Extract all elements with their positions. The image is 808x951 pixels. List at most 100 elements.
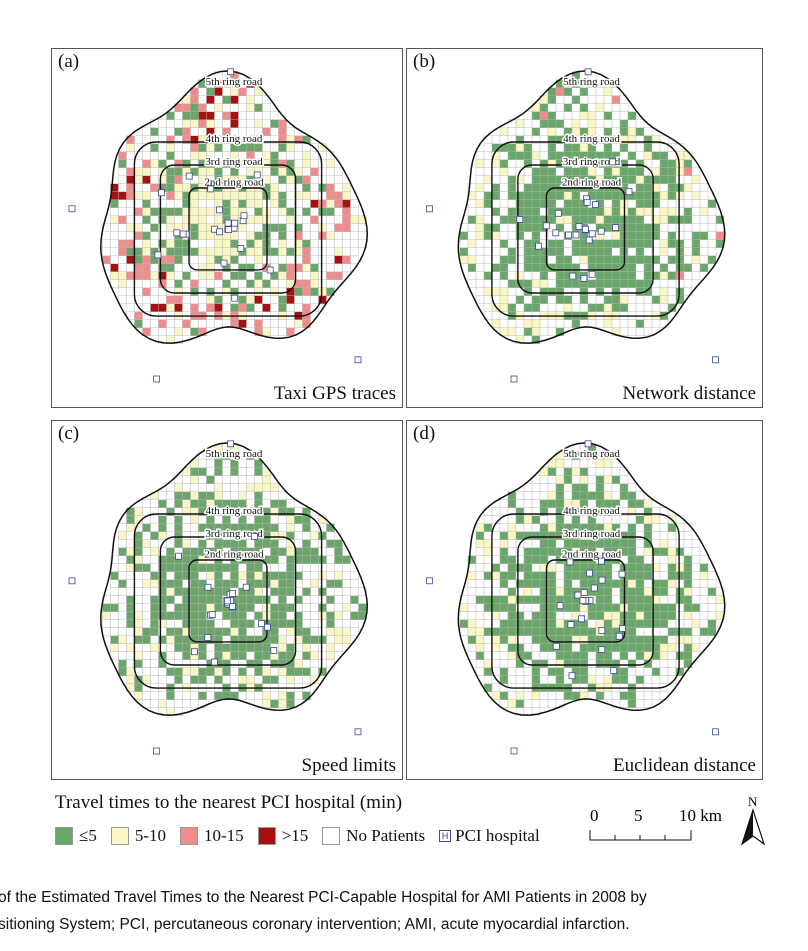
pci-hospital-icon <box>216 206 223 214</box>
ring-road-2nd <box>188 187 268 271</box>
pci-hospital-icon <box>598 626 606 634</box>
map-c: 5th ring road 4th ring road 3rd ring road 2… <box>68 440 369 755</box>
pci-hospital-icon <box>610 667 618 675</box>
ring-label: 3rd ring road <box>205 156 263 168</box>
map-b: 5th ring road 4th ring road 3rd ring road 2… <box>426 68 726 383</box>
ring-label: 3rd ring road <box>563 528 621 540</box>
pci-hospital-icon <box>585 236 593 244</box>
pci-hospital-icon <box>580 589 588 597</box>
pci-hospital-icon <box>153 375 160 383</box>
pci-hospital-icon <box>227 68 235 76</box>
pci-hospital-icon <box>572 231 580 239</box>
pci-hospital-icon <box>552 229 560 237</box>
grid-cells <box>102 71 367 344</box>
north-arrow-icon: N <box>740 794 766 846</box>
ring-label: 4th ring road <box>206 133 263 145</box>
ring-road-5th <box>457 442 726 716</box>
scale-tick-5: 5 <box>634 806 643 825</box>
pci-hospital-icon <box>190 648 198 656</box>
map-panel-b: 5th ring road 4th ring road 3rd ring road 2… <box>406 48 763 408</box>
pci-hospital-icon <box>253 171 261 179</box>
ring-label: 4th ring road <box>206 505 263 517</box>
pci-hospital-icon <box>237 245 245 252</box>
pci-hospital-icon <box>224 219 232 227</box>
pci-hospital-icon <box>618 570 626 578</box>
pci-hospital-icon <box>712 728 719 736</box>
pci-hospital-icon <box>598 576 606 584</box>
pci-hospital-icon <box>173 229 181 237</box>
north-label: N <box>748 794 758 809</box>
panel-title-d: Euclidean distance <box>613 755 756 776</box>
ring-road-3rd <box>517 164 654 294</box>
scale-tick-10: 10 km <box>679 806 722 825</box>
ring-road-4th <box>491 141 680 317</box>
panel-title-a: Taxi GPS traces <box>273 383 396 404</box>
pci-hospital-icon <box>552 642 560 650</box>
pci-hospital-icon <box>588 270 596 278</box>
pci-hospital-icon <box>565 231 573 239</box>
pci-hospital-icon <box>263 623 271 631</box>
pci-hospital-icon <box>579 597 587 605</box>
ring-road-2nd <box>545 559 626 643</box>
map-panel-a: 5th ring road 4th ring road 3rd ring road 2… <box>51 48 403 408</box>
legend: ≤5 5-10 10-15 >15 No Patients H PCI hosp… <box>55 826 554 846</box>
pci-hospital-icon <box>231 294 239 302</box>
pci-hospital-icon <box>225 226 233 234</box>
map-panel-d: 5th ring road 4th ring road 3rd ring road 2… <box>406 420 763 780</box>
ring-road-4th <box>133 513 323 689</box>
ring-label: 3rd ring road <box>563 156 621 168</box>
legend-label-le5: ≤5 <box>79 826 97 845</box>
pci-hospital-icon <box>566 558 574 566</box>
pci-hospital-icon <box>588 230 596 238</box>
pci-hospital-icon <box>625 188 633 196</box>
map-d: 5th ring road 4th ring road 3rd ring road 2… <box>426 440 726 755</box>
pci-hospital-icon <box>554 209 562 217</box>
pci-hospital-icon <box>612 224 620 231</box>
pci-hospital-icon <box>581 225 589 233</box>
pci-hospital-icon <box>68 577 76 585</box>
panel-label-c: (c) <box>58 423 80 444</box>
panel-label-a: (a) <box>58 51 80 72</box>
panel-label-d: (d) <box>413 423 436 444</box>
ring-label: 5th ring road <box>563 448 620 460</box>
pci-hospital-icon <box>567 621 575 629</box>
pci-hospital-icon <box>242 583 250 591</box>
pci-hospital-icon <box>583 198 591 206</box>
legend-swatch-10-15 <box>180 827 199 845</box>
map-a: 5th ring road 4th ring road 3rd ring road 2… <box>68 68 369 383</box>
pci-hospital-icon <box>270 646 278 654</box>
pci-hospital-icon <box>153 747 160 755</box>
legend-label-hospital: PCI hospital <box>455 826 540 845</box>
legend-label-10-15: 10-15 <box>204 826 244 845</box>
ring-label: 3rd ring road <box>205 528 263 540</box>
pci-hospital-icon <box>590 584 598 592</box>
pci-hospital-icon <box>597 557 605 565</box>
legend-item-5-10: 5-10 <box>110 826 166 846</box>
ring-road-4th <box>133 141 323 317</box>
pci-hospital-icon <box>158 189 165 197</box>
ring-label: 5th ring road <box>206 448 263 460</box>
pci-hospital-icon <box>354 356 362 364</box>
pci-hospital-icon <box>224 597 232 605</box>
legend-title: Travel times to the nearest PCI hospital… <box>55 792 403 813</box>
scale-bar: 0 5 10 km <box>589 806 722 841</box>
pci-hospital-icon <box>354 728 362 736</box>
pci-hospital-icon <box>240 212 248 220</box>
pci-hospital-icon <box>510 747 518 755</box>
legend-item-no-patients: No Patients <box>322 826 425 846</box>
ring-road-3rd <box>159 164 297 294</box>
pci-hospital-icon <box>207 185 215 193</box>
ring-road-5th <box>457 70 726 344</box>
pci-hospital-icon <box>568 672 576 680</box>
panel-title-b: Network distance <box>622 383 756 404</box>
ring-road-2nd <box>188 559 268 643</box>
pci-hospital-icon <box>580 275 588 282</box>
ring-road-5th <box>100 70 369 344</box>
pci-hospital-icon <box>574 591 582 599</box>
legend-item-gt15: >15 <box>257 826 308 846</box>
legend-swatch-le5 <box>55 827 73 845</box>
pci-hospital-icon <box>569 272 577 280</box>
pci-hospital-icon <box>154 251 162 259</box>
scale-line <box>589 830 692 841</box>
ring-label: 5th ring road <box>206 76 263 88</box>
